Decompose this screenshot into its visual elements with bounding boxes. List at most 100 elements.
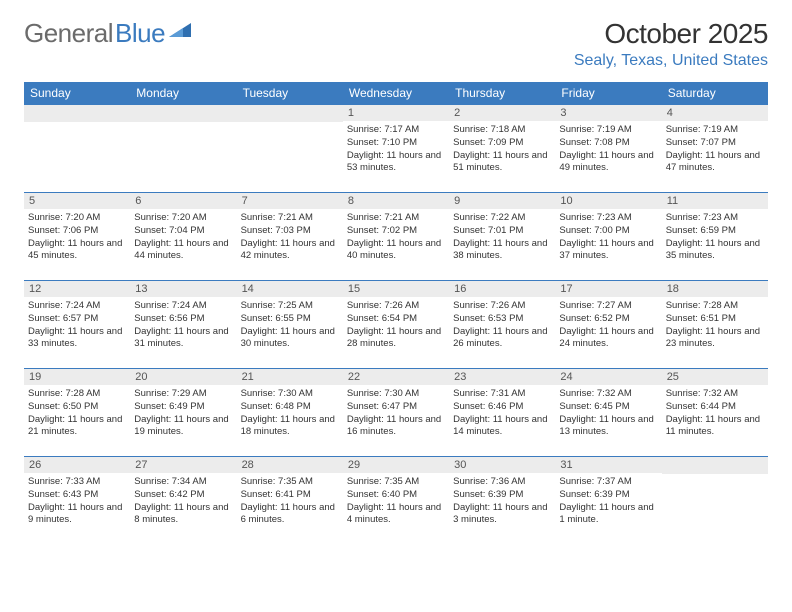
day-cell: 27Sunrise: 7:34 AMSunset: 6:42 PMDayligh… <box>130 457 236 545</box>
day-number: 22 <box>343 369 449 385</box>
week-row: 5Sunrise: 7:20 AMSunset: 7:06 PMDaylight… <box>24 193 768 281</box>
day-cell: 4Sunrise: 7:19 AMSunset: 7:07 PMDaylight… <box>662 105 768 193</box>
day-number: 19 <box>24 369 130 385</box>
day-body: Sunrise: 7:36 AMSunset: 6:39 PMDaylight:… <box>449 473 555 529</box>
day-body: Sunrise: 7:32 AMSunset: 6:45 PMDaylight:… <box>555 385 661 441</box>
week-row: 19Sunrise: 7:28 AMSunset: 6:50 PMDayligh… <box>24 369 768 457</box>
day-body: Sunrise: 7:17 AMSunset: 7:10 PMDaylight:… <box>343 121 449 177</box>
day-header: Friday <box>555 82 661 105</box>
day-number: 1 <box>343 105 449 121</box>
logo-text-blue: Blue <box>115 18 165 49</box>
day-cell: 14Sunrise: 7:25 AMSunset: 6:55 PMDayligh… <box>237 281 343 369</box>
day-number: 3 <box>555 105 661 121</box>
day-number: 12 <box>24 281 130 297</box>
day-body: Sunrise: 7:20 AMSunset: 7:04 PMDaylight:… <box>130 209 236 265</box>
title-block: October 2025 Sealy, Texas, United States <box>574 18 768 70</box>
day-header-row: SundayMondayTuesdayWednesdayThursdayFrid… <box>24 82 768 105</box>
day-number: 31 <box>555 457 661 473</box>
month-title: October 2025 <box>574 18 768 50</box>
day-cell: 11Sunrise: 7:23 AMSunset: 6:59 PMDayligh… <box>662 193 768 281</box>
day-number: 14 <box>237 281 343 297</box>
day-number: 28 <box>237 457 343 473</box>
day-number: 29 <box>343 457 449 473</box>
day-body: Sunrise: 7:22 AMSunset: 7:01 PMDaylight:… <box>449 209 555 265</box>
day-header: Wednesday <box>343 82 449 105</box>
day-cell <box>24 105 130 193</box>
day-body: Sunrise: 7:26 AMSunset: 6:54 PMDaylight:… <box>343 297 449 353</box>
day-body: Sunrise: 7:28 AMSunset: 6:50 PMDaylight:… <box>24 385 130 441</box>
day-cell: 29Sunrise: 7:35 AMSunset: 6:40 PMDayligh… <box>343 457 449 545</box>
day-body: Sunrise: 7:30 AMSunset: 6:47 PMDaylight:… <box>343 385 449 441</box>
day-cell <box>237 105 343 193</box>
logo: GeneralBlue <box>24 18 191 49</box>
day-number: 17 <box>555 281 661 297</box>
day-header: Sunday <box>24 82 130 105</box>
day-body: Sunrise: 7:34 AMSunset: 6:42 PMDaylight:… <box>130 473 236 529</box>
day-cell: 20Sunrise: 7:29 AMSunset: 6:49 PMDayligh… <box>130 369 236 457</box>
logo-triangle-icon <box>169 23 191 44</box>
empty-day-header <box>24 105 130 122</box>
day-cell: 28Sunrise: 7:35 AMSunset: 6:41 PMDayligh… <box>237 457 343 545</box>
day-cell <box>662 457 768 545</box>
day-body: Sunrise: 7:24 AMSunset: 6:57 PMDaylight:… <box>24 297 130 353</box>
empty-day-header <box>662 457 768 474</box>
week-row: 12Sunrise: 7:24 AMSunset: 6:57 PMDayligh… <box>24 281 768 369</box>
day-cell: 31Sunrise: 7:37 AMSunset: 6:39 PMDayligh… <box>555 457 661 545</box>
day-cell: 16Sunrise: 7:26 AMSunset: 6:53 PMDayligh… <box>449 281 555 369</box>
empty-day-header <box>237 105 343 122</box>
day-header: Monday <box>130 82 236 105</box>
day-cell: 30Sunrise: 7:36 AMSunset: 6:39 PMDayligh… <box>449 457 555 545</box>
day-number: 2 <box>449 105 555 121</box>
day-cell: 13Sunrise: 7:24 AMSunset: 6:56 PMDayligh… <box>130 281 236 369</box>
day-body: Sunrise: 7:21 AMSunset: 7:03 PMDaylight:… <box>237 209 343 265</box>
day-cell: 5Sunrise: 7:20 AMSunset: 7:06 PMDaylight… <box>24 193 130 281</box>
day-cell: 26Sunrise: 7:33 AMSunset: 6:43 PMDayligh… <box>24 457 130 545</box>
day-body: Sunrise: 7:26 AMSunset: 6:53 PMDaylight:… <box>449 297 555 353</box>
day-number: 21 <box>237 369 343 385</box>
week-row: 1Sunrise: 7:17 AMSunset: 7:10 PMDaylight… <box>24 105 768 193</box>
day-number: 11 <box>662 193 768 209</box>
day-body: Sunrise: 7:23 AMSunset: 6:59 PMDaylight:… <box>662 209 768 265</box>
day-body: Sunrise: 7:20 AMSunset: 7:06 PMDaylight:… <box>24 209 130 265</box>
day-body: Sunrise: 7:21 AMSunset: 7:02 PMDaylight:… <box>343 209 449 265</box>
day-cell: 24Sunrise: 7:32 AMSunset: 6:45 PMDayligh… <box>555 369 661 457</box>
day-cell: 3Sunrise: 7:19 AMSunset: 7:08 PMDaylight… <box>555 105 661 193</box>
day-body: Sunrise: 7:35 AMSunset: 6:41 PMDaylight:… <box>237 473 343 529</box>
calendar-container: SundayMondayTuesdayWednesdayThursdayFrid… <box>0 82 792 545</box>
day-header: Tuesday <box>237 82 343 105</box>
day-number: 13 <box>130 281 236 297</box>
day-body: Sunrise: 7:30 AMSunset: 6:48 PMDaylight:… <box>237 385 343 441</box>
day-body: Sunrise: 7:18 AMSunset: 7:09 PMDaylight:… <box>449 121 555 177</box>
day-number: 18 <box>662 281 768 297</box>
header: GeneralBlue October 2025 Sealy, Texas, U… <box>0 0 792 76</box>
day-number: 23 <box>449 369 555 385</box>
day-cell: 8Sunrise: 7:21 AMSunset: 7:02 PMDaylight… <box>343 193 449 281</box>
day-body: Sunrise: 7:29 AMSunset: 6:49 PMDaylight:… <box>130 385 236 441</box>
day-number: 26 <box>24 457 130 473</box>
day-number: 6 <box>130 193 236 209</box>
day-cell: 18Sunrise: 7:28 AMSunset: 6:51 PMDayligh… <box>662 281 768 369</box>
day-cell: 23Sunrise: 7:31 AMSunset: 6:46 PMDayligh… <box>449 369 555 457</box>
day-header: Saturday <box>662 82 768 105</box>
day-number: 24 <box>555 369 661 385</box>
day-header: Thursday <box>449 82 555 105</box>
day-body: Sunrise: 7:37 AMSunset: 6:39 PMDaylight:… <box>555 473 661 529</box>
day-cell: 17Sunrise: 7:27 AMSunset: 6:52 PMDayligh… <box>555 281 661 369</box>
day-number: 8 <box>343 193 449 209</box>
day-body: Sunrise: 7:28 AMSunset: 6:51 PMDaylight:… <box>662 297 768 353</box>
day-body: Sunrise: 7:32 AMSunset: 6:44 PMDaylight:… <box>662 385 768 441</box>
day-cell <box>130 105 236 193</box>
week-row: 26Sunrise: 7:33 AMSunset: 6:43 PMDayligh… <box>24 457 768 545</box>
day-body: Sunrise: 7:19 AMSunset: 7:08 PMDaylight:… <box>555 121 661 177</box>
calendar-table: SundayMondayTuesdayWednesdayThursdayFrid… <box>24 82 768 545</box>
day-number: 5 <box>24 193 130 209</box>
day-number: 9 <box>449 193 555 209</box>
day-cell: 9Sunrise: 7:22 AMSunset: 7:01 PMDaylight… <box>449 193 555 281</box>
day-body: Sunrise: 7:24 AMSunset: 6:56 PMDaylight:… <box>130 297 236 353</box>
day-body: Sunrise: 7:25 AMSunset: 6:55 PMDaylight:… <box>237 297 343 353</box>
logo-text-general: General <box>24 18 113 49</box>
day-cell: 22Sunrise: 7:30 AMSunset: 6:47 PMDayligh… <box>343 369 449 457</box>
day-number: 27 <box>130 457 236 473</box>
day-body: Sunrise: 7:31 AMSunset: 6:46 PMDaylight:… <box>449 385 555 441</box>
empty-day-header <box>130 105 236 122</box>
